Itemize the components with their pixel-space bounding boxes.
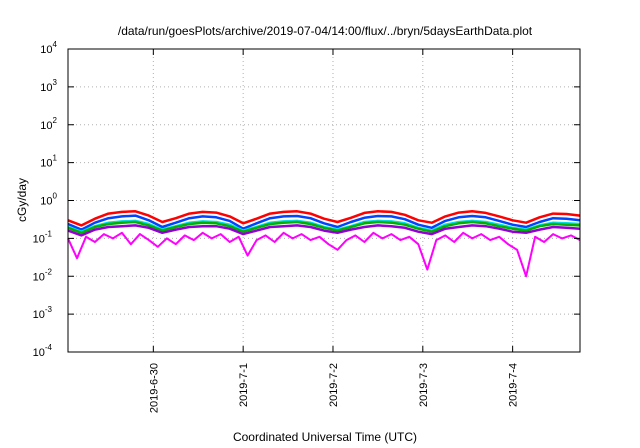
series-line: [67, 210, 581, 227]
y-tick-label: 10-3: [33, 305, 53, 321]
y-tick-exponent: -4: [45, 343, 53, 352]
y-tick-label: 102: [40, 116, 57, 132]
y-tick-label: 100: [40, 192, 57, 208]
series-line: [67, 220, 581, 235]
y-tick-exponent: -1: [45, 229, 53, 238]
x-axis-label: Coordinated Universal Time (UTC): [233, 430, 417, 444]
y-tick-label: 103: [40, 78, 57, 94]
y-tick-exponent: 3: [53, 78, 58, 87]
x-tick-label: 2019-7-2: [328, 363, 340, 407]
y-tick-exponent: -3: [45, 305, 53, 314]
x-tick-label: 2019-7-4: [508, 363, 520, 407]
y-axis-label: cGy/day: [15, 178, 29, 222]
x-tick-label: 2019-6-30: [148, 363, 160, 413]
y-tick-exponent: 1: [53, 154, 58, 163]
y-tick-label: 10-2: [33, 267, 53, 283]
x-tick-label: 2019-7-1: [238, 363, 250, 407]
chart-title: /data/run/goesPlots/archive/2019-07-04/1…: [118, 24, 533, 38]
series-line: [67, 214, 581, 231]
y-tick-label: 10-4: [33, 343, 53, 359]
y-tick-exponent: -2: [45, 267, 53, 276]
y-tick-exponent: 4: [53, 40, 58, 49]
y-tick-exponent: 0: [53, 192, 58, 201]
x-axis: 2019-6-30 2019-7-1 2019-7-2 2019-7-3 2019-7-…: [148, 49, 520, 413]
series-group: [67, 210, 581, 278]
series-line: [67, 224, 581, 237]
y-tick-label: 101: [40, 154, 57, 170]
grid: [68, 48, 580, 353]
series-line: [67, 231, 581, 278]
y-tick-label: 10-1: [33, 229, 53, 245]
x-tick-label: 2019-7-3: [418, 363, 430, 407]
y-tick-label: 104: [40, 40, 57, 56]
y-tick-exponent: 2: [53, 116, 58, 125]
